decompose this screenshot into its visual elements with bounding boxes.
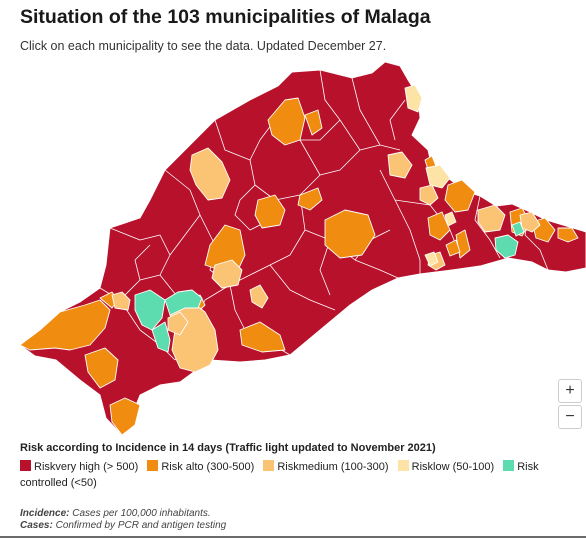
legend-swatch: [147, 460, 159, 471]
municipality-villanueva: [267, 97, 306, 146]
municipality-periana: [425, 164, 451, 189]
municipality-teba: [189, 147, 231, 201]
bottom-divider: [0, 536, 586, 538]
municipality-axarquia-2: [444, 179, 476, 213]
municipality-alhaurin: [239, 321, 286, 353]
municipality-benahavis: [111, 291, 131, 311]
municipality-genalguacil: [134, 289, 166, 331]
municipality-sedella: [444, 211, 457, 227]
municipality-alfarnate: [404, 84, 423, 113]
malaga-map[interactable]: [0, 55, 586, 440]
municipality-antequera: [324, 209, 376, 259]
municipality-manilva: [109, 397, 141, 436]
legend-swatch: [20, 460, 31, 471]
legend-item-controlled: Risk controlled (<50): [20, 460, 539, 489]
municipality-axarquia-8: [445, 239, 461, 257]
municipality-campillos: [204, 224, 246, 271]
municipality-faraján: [164, 289, 203, 316]
cases-note: Cases: Confirmed by PCR and antigen test…: [20, 520, 226, 531]
municipality-casares: [19, 299, 111, 351]
legend-label: Riskmedium (100-300): [277, 461, 389, 473]
municipality-jubrique: [151, 321, 171, 353]
municipality-cartajima: [167, 311, 189, 336]
municipality-frigiliana: [494, 234, 519, 259]
zoom-in-button[interactable]: +: [558, 379, 582, 403]
municipality-riogordo: [419, 184, 439, 206]
municipality-comares: [477, 204, 506, 233]
municipality-competa: [424, 251, 439, 267]
legend-label: Risklow (50-100): [411, 461, 495, 473]
zoom-out-button[interactable]: −: [558, 405, 582, 429]
legend-swatch: [503, 460, 515, 471]
municipality-colmenar: [387, 151, 413, 179]
incidence-note-label: Incidence:: [20, 508, 70, 519]
legend-item-very-high: Riskvery high (> 500): [20, 460, 139, 473]
incidence-note: Incidence: Cases per 100,000 inhabitants…: [20, 508, 211, 519]
incidence-note-text: Cases per 100,000 inhabitants.: [69, 508, 211, 519]
municipality-almargen: [211, 259, 243, 289]
municipality-fuente-piedra: [254, 194, 286, 229]
municipality-mollina: [304, 109, 323, 136]
municipality-cuevas: [297, 187, 323, 211]
map-subtitle: Click on each municipality to see the da…: [20, 39, 387, 53]
map-title: Situation of the 103 municipalities of M…: [20, 6, 431, 28]
municipality-torrox: [511, 221, 525, 237]
legend-item-low: Risklow (50-100): [397, 460, 495, 473]
legend-swatch: [397, 460, 409, 471]
risk-medium-municipalities[interactable]: [111, 147, 541, 373]
risk-controlled-municipalities[interactable]: [134, 221, 525, 353]
legend-swatch: [263, 460, 275, 471]
cases-note-text: Confirmed by PCR and antigen testing: [52, 520, 227, 531]
legend-label: Risk controlled (<50): [20, 461, 539, 489]
legend-item-alto: Risk alto (300-500): [147, 460, 255, 473]
risk-low-municipalities[interactable]: [404, 84, 457, 267]
risk-alto-municipalities[interactable]: [19, 97, 579, 436]
legend: Riskvery high (> 500) Risk alto (300-500…: [20, 459, 565, 491]
legend-label: Risk alto (300-500): [161, 461, 255, 473]
legend-item-medium: Riskmedium (100-300): [263, 460, 389, 473]
municipality-axarquia-1: [427, 211, 451, 241]
legend-label: Riskvery high (> 500): [34, 461, 139, 473]
cases-note-label: Cases:: [20, 520, 53, 531]
legend-title: Risk according to Incidence in 14 days (…: [20, 442, 436, 454]
municipality-alora: [249, 284, 269, 309]
municipality-axarquia-6: [557, 227, 579, 243]
municipality-estepona: [84, 347, 119, 389]
